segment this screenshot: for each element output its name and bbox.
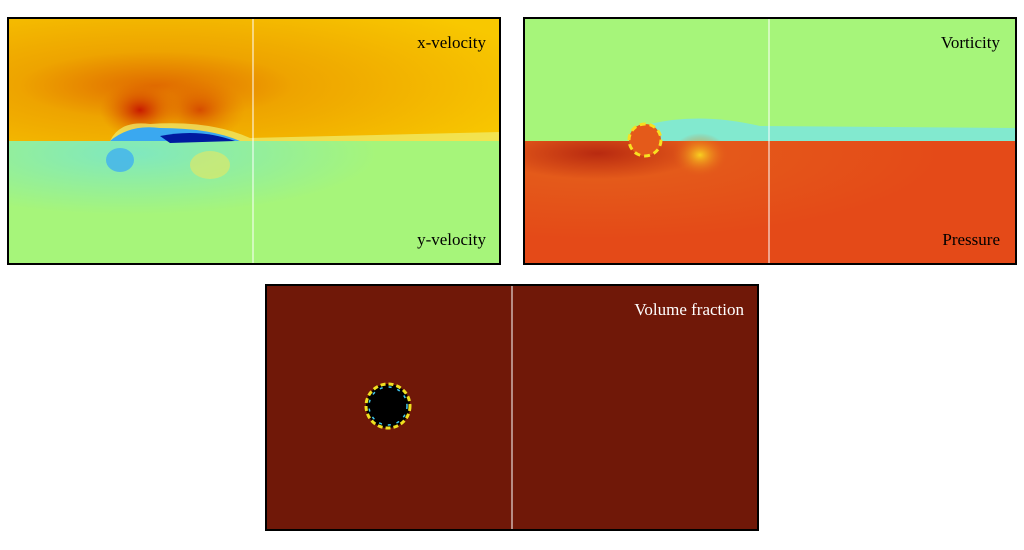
- panel-label: Volume fraction: [634, 300, 744, 319]
- panel-border: [7, 17, 501, 265]
- vorticity-field: [524, 18, 1016, 141]
- pressure-field: [524, 141, 1016, 264]
- y-velocity-field: [8, 141, 500, 264]
- panel-border: [523, 17, 1017, 265]
- volume-fraction-panel: Volume fraction: [265, 284, 759, 531]
- panel-label: Pressure: [942, 230, 1000, 249]
- cylinder-edge: [368, 386, 408, 426]
- panel-label: Vorticity: [941, 33, 1001, 52]
- panel-border: [265, 284, 759, 531]
- field-feature: [190, 151, 230, 179]
- x-velocity-field: [8, 18, 500, 141]
- wake: [160, 132, 235, 143]
- panel-label: y-velocity: [417, 230, 486, 249]
- velocity-panel: x-velocity y-velocity: [7, 17, 501, 265]
- wake: [650, 118, 1016, 141]
- cylinder: [627, 122, 663, 158]
- field-feature: [672, 133, 728, 177]
- cylinder: [364, 382, 412, 430]
- panel-label: x-velocity: [417, 33, 486, 52]
- field-feature: [106, 148, 134, 172]
- vorticity-pressure-panel: Vorticity Pressure: [523, 17, 1017, 265]
